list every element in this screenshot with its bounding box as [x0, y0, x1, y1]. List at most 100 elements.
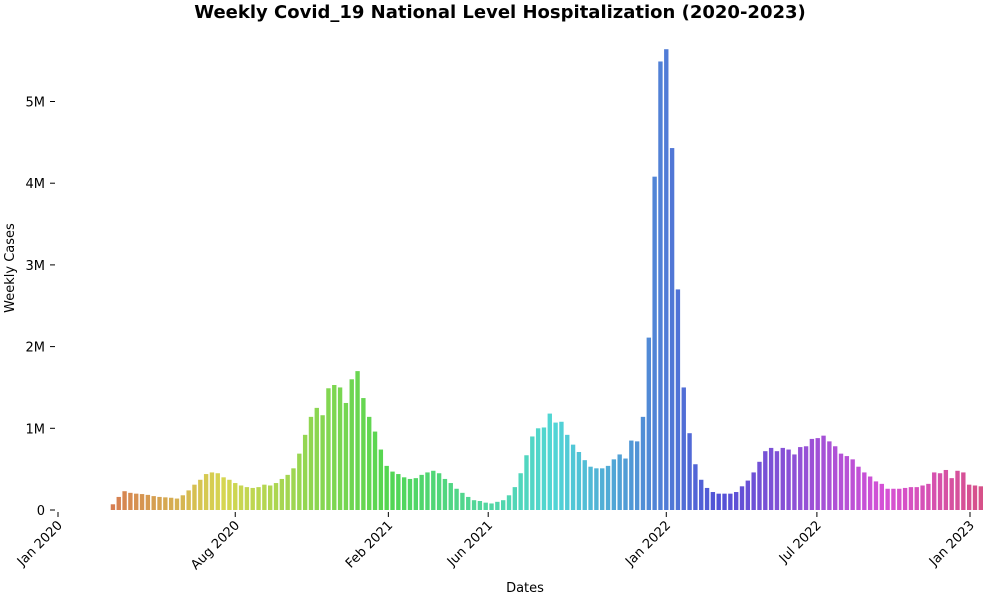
bar	[774, 451, 780, 510]
bar	[920, 485, 925, 510]
bar	[186, 490, 191, 510]
bar	[838, 453, 844, 510]
bar	[722, 493, 727, 510]
bar	[372, 431, 378, 510]
bar	[471, 500, 477, 510]
bar	[803, 446, 809, 510]
bar	[634, 441, 640, 510]
y-tick-label: 5M	[26, 96, 46, 111]
bar	[355, 371, 360, 510]
bar	[436, 473, 442, 510]
bar	[978, 486, 983, 510]
bar	[955, 470, 960, 510]
bar	[477, 501, 483, 510]
bar	[821, 435, 826, 510]
bar	[116, 496, 121, 510]
bar	[850, 459, 855, 510]
bar	[757, 461, 762, 510]
x-tick-label: Jan 2020	[14, 518, 66, 570]
bar	[681, 387, 686, 510]
bar	[512, 487, 518, 510]
bar	[308, 416, 314, 510]
y-tick-label: 1M	[26, 422, 46, 437]
bar	[454, 488, 459, 510]
bar	[582, 460, 587, 510]
bar	[163, 497, 168, 510]
bar	[809, 438, 815, 510]
bar	[972, 485, 978, 510]
bar	[833, 446, 838, 510]
bar	[867, 476, 873, 510]
bar	[285, 474, 290, 510]
bar	[815, 438, 820, 510]
bar	[704, 487, 710, 510]
bar	[320, 415, 325, 510]
bar	[442, 478, 448, 510]
bar	[768, 447, 774, 510]
bar	[466, 496, 471, 510]
bar	[675, 289, 681, 510]
x-tick-label: Aug 2020	[188, 518, 243, 573]
bar	[541, 427, 547, 510]
bar	[460, 492, 465, 510]
bar	[407, 478, 413, 510]
bar	[524, 455, 529, 510]
bar	[314, 407, 319, 511]
bar	[250, 487, 255, 510]
bar	[966, 484, 972, 510]
bar	[629, 440, 634, 510]
bar	[431, 470, 436, 510]
bar	[827, 441, 832, 510]
bar	[547, 413, 552, 510]
bar	[658, 61, 663, 510]
bar	[914, 487, 919, 510]
bar	[908, 487, 914, 510]
bar	[244, 487, 250, 510]
y-tick-label: 0	[37, 504, 45, 519]
bar	[611, 459, 617, 510]
y-tick-label: 2M	[26, 341, 46, 356]
bar	[961, 472, 966, 510]
bar	[401, 477, 407, 510]
bar	[943, 469, 949, 510]
x-tick-label: Jan 2023	[926, 518, 978, 570]
bar	[203, 474, 209, 510]
bar	[168, 497, 174, 510]
bar	[873, 481, 879, 510]
bar	[419, 474, 424, 510]
bar	[570, 444, 576, 510]
bar	[332, 385, 337, 510]
bar	[396, 474, 401, 510]
bar	[413, 478, 418, 510]
bar	[897, 488, 902, 510]
bar	[256, 487, 261, 510]
bar	[279, 478, 285, 510]
bar	[326, 388, 331, 510]
bar	[268, 485, 273, 510]
bar	[361, 398, 366, 510]
bar	[559, 421, 564, 510]
bar	[535, 428, 541, 510]
bar	[588, 466, 593, 510]
bar	[506, 495, 512, 510]
bar	[209, 472, 215, 510]
bar	[128, 492, 133, 510]
bar	[273, 483, 279, 510]
bar	[716, 493, 721, 510]
bar	[367, 416, 372, 510]
y-tick-label: 4M	[26, 177, 46, 192]
bars-layer	[110, 49, 983, 511]
bar	[576, 451, 582, 510]
bar	[932, 472, 937, 510]
bar	[844, 456, 850, 510]
bar	[937, 473, 943, 510]
bar	[145, 494, 151, 510]
bar	[495, 501, 500, 510]
y-tick-label: 3M	[26, 259, 46, 274]
x-tick-label: Jun 2021	[444, 518, 496, 570]
bar	[180, 495, 185, 510]
bar	[594, 468, 599, 510]
bar	[926, 483, 931, 510]
bar	[297, 453, 302, 510]
